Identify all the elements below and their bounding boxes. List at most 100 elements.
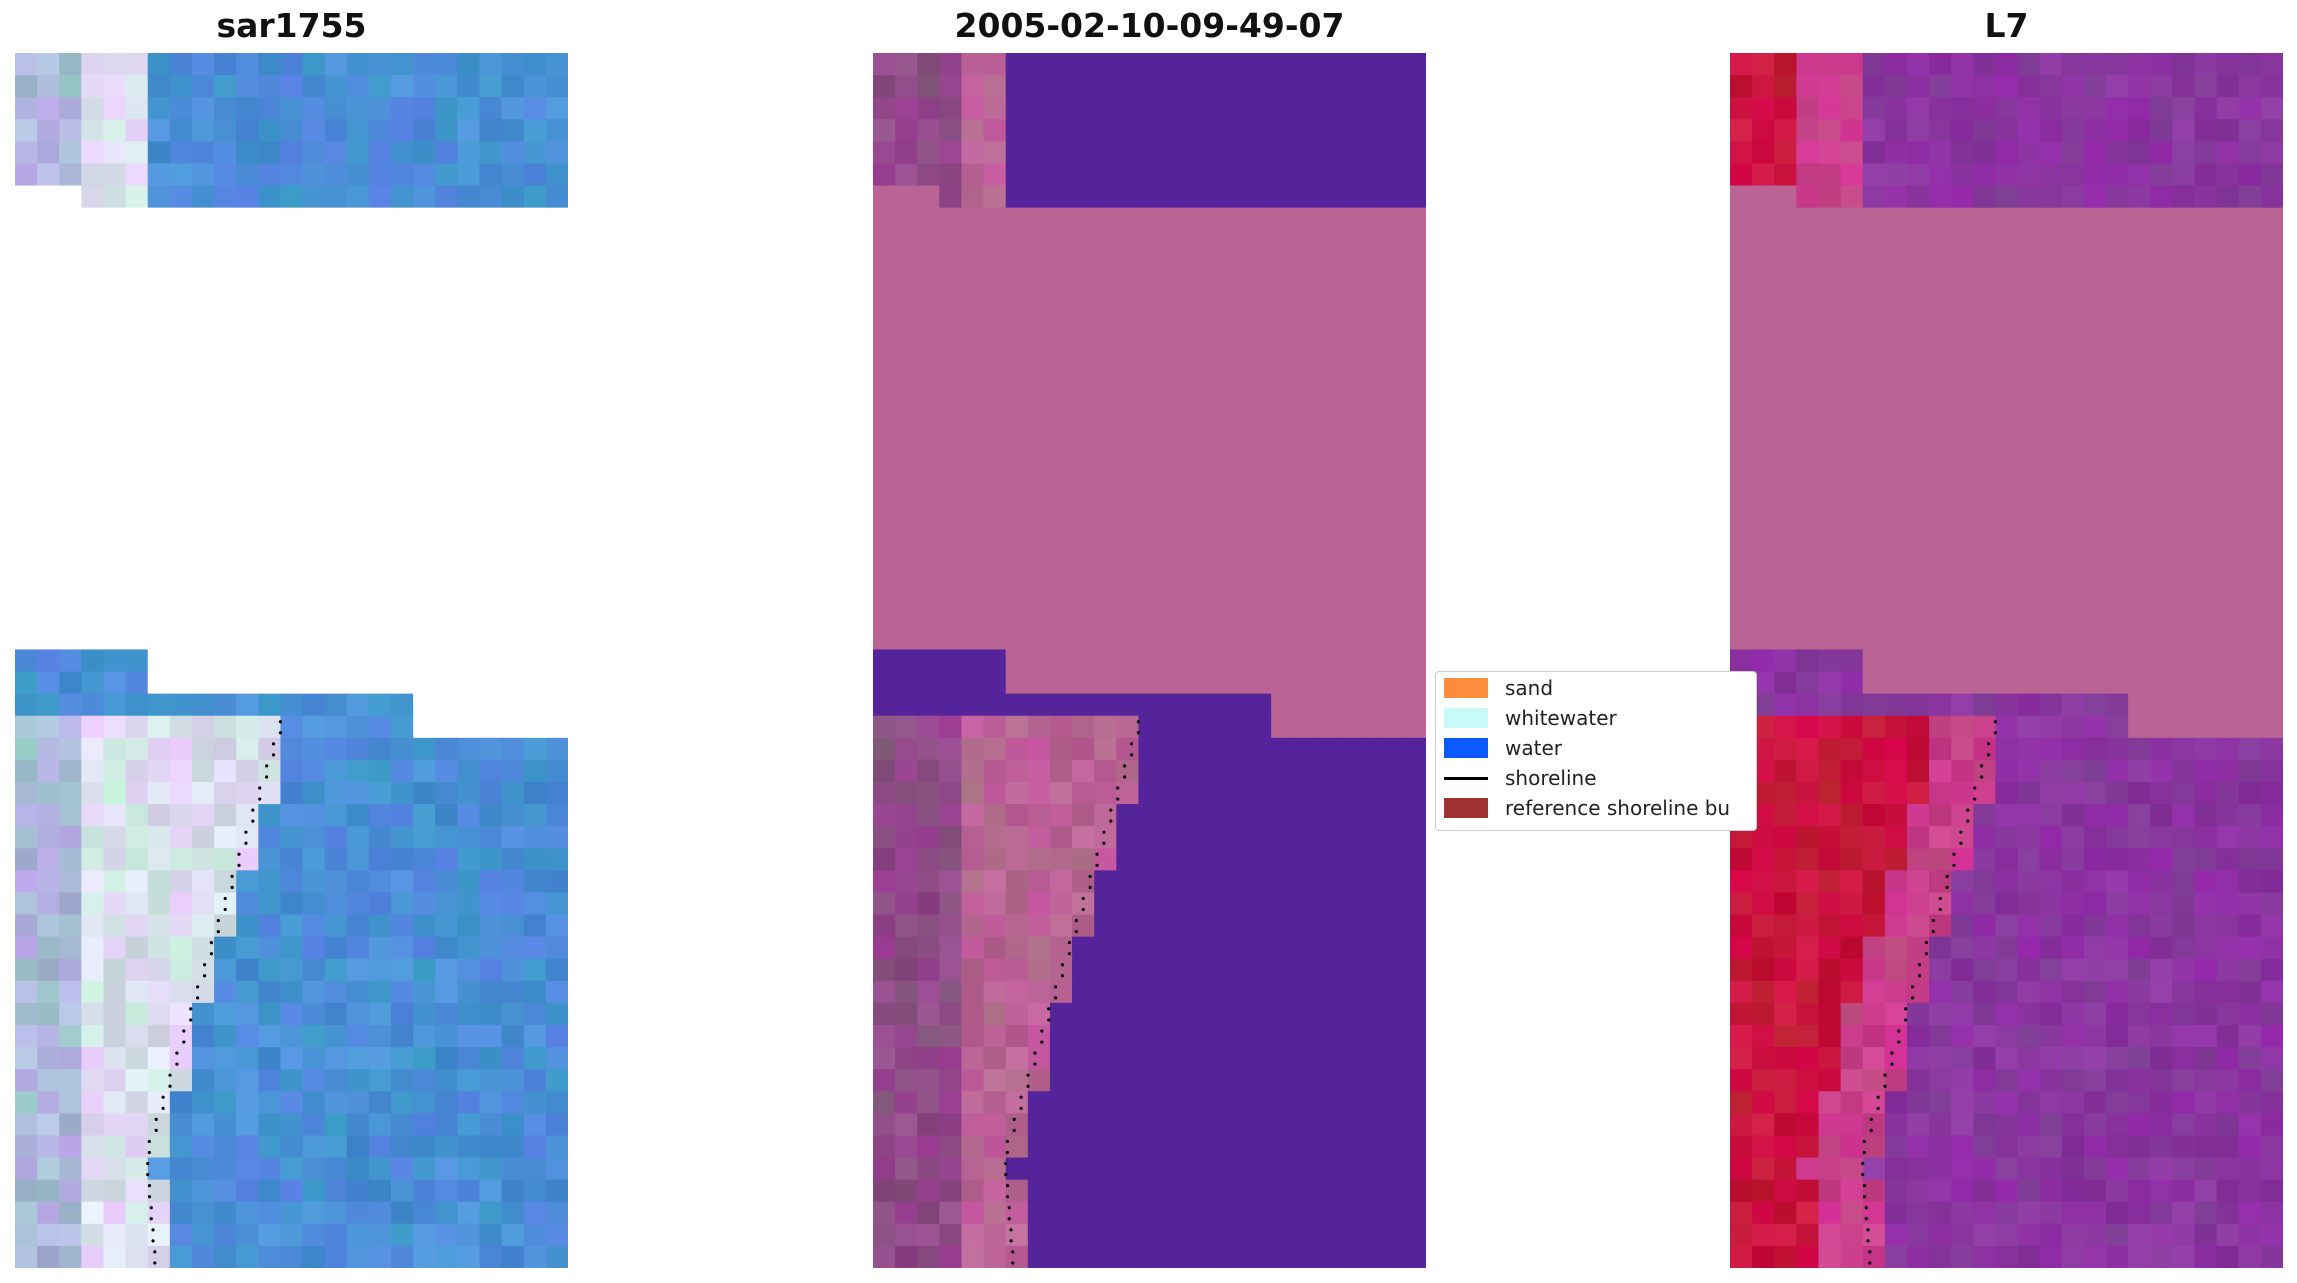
sand-pixel: [1840, 870, 1864, 894]
water-pixel: [1381, 97, 1405, 120]
nodata-pixel: [2260, 384, 2283, 408]
rgb-pixel: [15, 892, 38, 916]
water-pixel: [2083, 185, 2107, 209]
rgb-pixel: [280, 53, 304, 76]
sand-pixel: [1884, 715, 1908, 739]
water-pixel: [1271, 1002, 1294, 1026]
shoreline-point: [153, 1250, 157, 1254]
rgb-pixel: [302, 1157, 326, 1181]
rgb-pixel: [302, 1201, 326, 1225]
water-pixel: [1160, 804, 1184, 827]
rgb-pixel: [435, 892, 458, 916]
sand-pixel: [983, 826, 1007, 849]
sand-pixel: [961, 1135, 985, 1159]
sand-pixel: [1005, 848, 1029, 871]
nodata-pixel: [1906, 671, 1930, 695]
water-pixel: [1049, 119, 1073, 142]
nodata-pixel: [368, 605, 392, 628]
rgb-pixel: [457, 75, 481, 98]
nodata-pixel: [2061, 384, 2085, 408]
water-pixel: [1138, 804, 1162, 827]
water-pixel: [1293, 1245, 1316, 1268]
shoreline-point: [1012, 1117, 1016, 1121]
water-pixel: [1951, 1223, 1974, 1247]
water-pixel: [2017, 715, 2041, 739]
nodata-pixel: [1027, 494, 1051, 518]
water-pixel: [2061, 1201, 2085, 1225]
nodata-pixel: [1752, 516, 1775, 540]
water-pixel: [1359, 1002, 1383, 1026]
nodata-pixel: [2238, 229, 2262, 253]
rgb-pixel: [103, 671, 127, 695]
nodata-pixel: [15, 450, 38, 474]
nodata-pixel: [457, 318, 481, 341]
rgb-pixel: [59, 141, 82, 165]
rgb-pixel: [81, 914, 105, 938]
nodata-pixel: [1072, 340, 1095, 363]
shoreline-point: [1088, 885, 1092, 890]
water-pixel: [2039, 1179, 2063, 1203]
nodata-pixel: [1094, 494, 1117, 518]
nodata-pixel: [2238, 671, 2262, 695]
water-pixel: [1752, 671, 1775, 695]
sand-pixel: [1027, 914, 1051, 938]
water-pixel: [1293, 1069, 1316, 1092]
water-pixel: [2150, 1135, 2173, 1159]
rgb-pixel: [125, 141, 149, 165]
rgb-pixel: [324, 53, 348, 76]
nodata-pixel: [2106, 649, 2129, 673]
shoreline-point: [1938, 907, 1942, 912]
nodata-pixel: [2150, 693, 2173, 717]
nodata-pixel: [1929, 340, 1952, 363]
water-pixel: [1840, 693, 1864, 717]
water-pixel: [1293, 1157, 1316, 1181]
rgb-pixel: [169, 1113, 193, 1137]
nodata-pixel: [523, 406, 547, 430]
nodata-pixel: [103, 207, 127, 231]
nodata-pixel: [1862, 318, 1886, 341]
nodata-pixel: [1995, 384, 2019, 408]
nodata-pixel: [479, 428, 503, 452]
rgb-pixel: [479, 1025, 503, 1048]
rgb-pixel: [457, 804, 481, 827]
rgb-pixel: [479, 119, 503, 142]
rgb-pixel: [324, 1223, 348, 1247]
nodata-pixel: [1160, 561, 1184, 584]
rgb-pixel: [147, 163, 171, 187]
nodata-pixel: [2061, 229, 2085, 253]
nodata-pixel: [1973, 318, 1997, 341]
sand-pixel: [983, 1002, 1007, 1026]
nodata-pixel: [2083, 583, 2107, 606]
sand-pixel: [1818, 715, 1842, 739]
nodata-pixel: [169, 229, 193, 253]
rgb-pixel: [501, 141, 525, 165]
nodata-pixel: [2194, 715, 2218, 739]
water-pixel: [2061, 163, 2085, 187]
rgb-pixel: [15, 1091, 38, 1114]
nodata-pixel: [368, 229, 392, 253]
water-pixel: [1973, 75, 1997, 98]
water-pixel: [1995, 980, 2019, 1004]
nodata-pixel: [1182, 406, 1206, 430]
nodata-pixel: [1337, 561, 1361, 584]
sand-pixel: [1818, 1025, 1842, 1048]
rgb-pixel: [15, 715, 38, 739]
water-pixel: [2106, 119, 2129, 142]
rgb-pixel: [81, 1002, 105, 1026]
nodata-pixel: [1381, 472, 1405, 496]
nodata-pixel: [2172, 318, 2196, 341]
water-pixel: [1403, 848, 1426, 871]
water-pixel: [1884, 1245, 1908, 1268]
sand-pixel: [1049, 804, 1073, 827]
rgb-pixel: [147, 1002, 171, 1026]
nodata-pixel: [457, 715, 481, 739]
sand-pixel: [939, 53, 963, 76]
nodata-pixel: [2260, 472, 2283, 496]
water-pixel: [2216, 1113, 2240, 1137]
water-pixel: [2194, 804, 2218, 827]
water-pixel: [1160, 870, 1184, 894]
rgb-pixel: [37, 97, 60, 120]
classified-image-panel: [873, 53, 1426, 1268]
sand-pixel: [1840, 1091, 1864, 1114]
water-pixel: [1403, 1113, 1426, 1137]
